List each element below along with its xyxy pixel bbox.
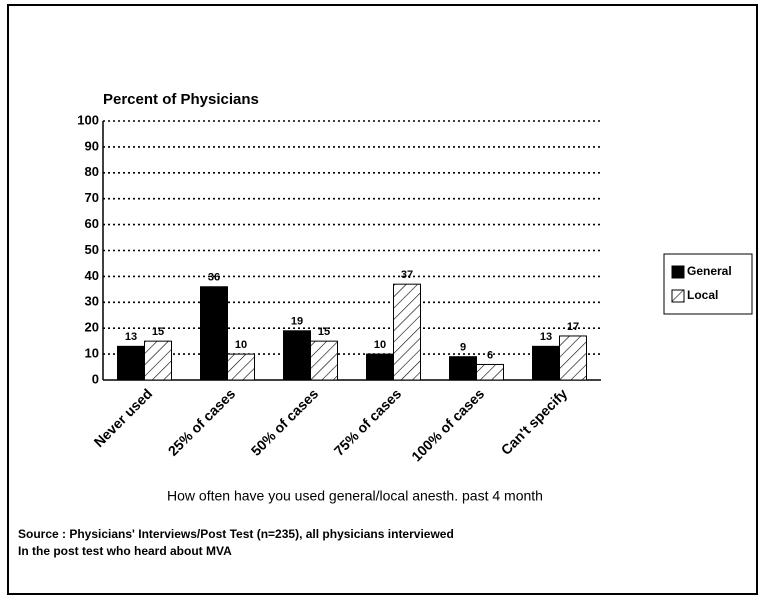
x-tick-label: Can't specify <box>498 385 571 458</box>
data-label: 13 <box>125 331 137 343</box>
bar <box>200 286 228 381</box>
x-tick-label: 50% of cases <box>248 385 322 459</box>
x-axis-title: How often have you used general/local an… <box>167 488 543 504</box>
x-tick-label: 25% of cases <box>165 385 239 459</box>
y-tick-label: 40 <box>85 268 99 283</box>
source-note: Source : Physicians' Interviews/Post Tes… <box>18 527 454 541</box>
x-tick-label: 75% of cases <box>331 385 405 459</box>
data-label: 6 <box>487 349 493 361</box>
frame <box>7 4 758 595</box>
data-label: 13 <box>540 331 552 343</box>
bar <box>227 353 255 381</box>
data-label: 10 <box>235 339 247 351</box>
y-tick-label: 100 <box>77 112 99 127</box>
y-tick-label: 50 <box>85 242 99 257</box>
data-label: 15 <box>318 326 330 338</box>
y-tick-label: 10 <box>85 346 99 361</box>
bar <box>144 340 172 381</box>
legend-box <box>663 253 753 315</box>
bar <box>532 345 560 381</box>
x-tick-label: 100% of cases <box>408 385 487 464</box>
y-tick-label: 30 <box>85 294 99 309</box>
y-tick-label: 60 <box>85 216 99 231</box>
bar <box>559 335 587 381</box>
bar <box>310 340 338 381</box>
data-label: 9 <box>460 342 466 354</box>
bar <box>393 283 421 381</box>
source-note: In the post test who heard about MVA <box>18 544 232 558</box>
data-label: 15 <box>152 326 164 338</box>
x-tick-label: Never used <box>91 385 156 450</box>
y-tick-label: 90 <box>85 138 99 153</box>
bar <box>476 363 504 381</box>
bar <box>117 345 145 381</box>
data-label: 17 <box>567 321 579 333</box>
y-tick-label: 80 <box>85 164 99 179</box>
legend-label: Local <box>687 288 718 302</box>
legend-swatch <box>671 265 685 279</box>
data-label: 36 <box>208 272 220 284</box>
data-label: 37 <box>401 269 413 281</box>
bar <box>366 353 394 381</box>
data-label: 10 <box>374 339 386 351</box>
bar <box>283 330 311 381</box>
y-tick-label: 20 <box>85 320 99 335</box>
data-label: 19 <box>291 316 303 328</box>
chart-title: Percent of Physicians <box>103 91 259 108</box>
legend-swatch <box>671 289 685 303</box>
y-tick-label: 70 <box>85 190 99 205</box>
y-tick-label: 0 <box>92 371 99 386</box>
bar <box>449 356 477 381</box>
legend-label: General <box>687 264 732 278</box>
